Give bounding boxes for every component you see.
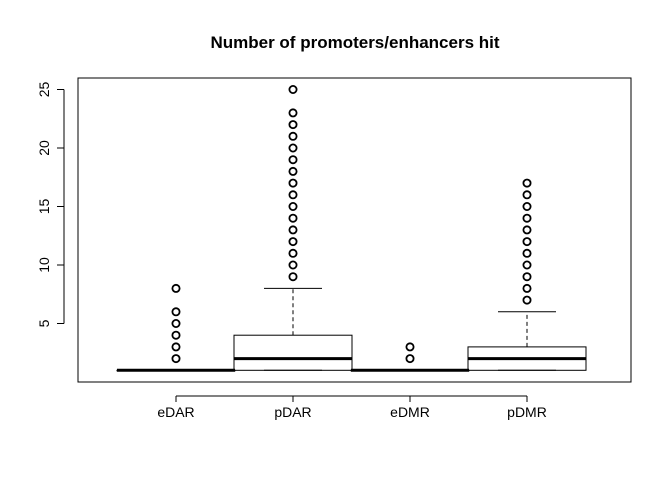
outlier-point-pDMR bbox=[522, 190, 532, 200]
y-tick-label-25: 25 bbox=[36, 82, 52, 98]
outlier-point-pDMR bbox=[522, 248, 532, 258]
x-tick-label-pDAR: pDAR bbox=[274, 404, 311, 420]
y-tick-label-20: 20 bbox=[36, 140, 52, 156]
y-tick-label-10: 10 bbox=[36, 257, 52, 273]
outlier-point-eDMR bbox=[405, 354, 415, 364]
outlier-point-pDMR bbox=[522, 295, 532, 305]
outlier-point-eDMR bbox=[405, 342, 415, 352]
chart-title: Number of promoters/enhancers hit bbox=[210, 33, 499, 52]
x-tick-label-pDMR: pDMR bbox=[507, 404, 547, 420]
outlier-point-pDAR bbox=[288, 272, 298, 282]
outlier-point-pDMR bbox=[522, 272, 532, 282]
outlier-point-pDAR bbox=[288, 131, 298, 141]
outlier-point-eDAR bbox=[171, 318, 181, 328]
outlier-point-pDMR bbox=[522, 201, 532, 211]
outlier-point-pDMR bbox=[522, 237, 532, 247]
outlier-point-eDAR bbox=[171, 342, 181, 352]
outlier-point-pDMR bbox=[522, 213, 532, 223]
y-tick-label-5: 5 bbox=[36, 319, 52, 327]
outlier-point-eDAR bbox=[171, 330, 181, 340]
outlier-point-eDAR bbox=[171, 283, 181, 293]
outlier-point-pDMR bbox=[522, 260, 532, 270]
outlier-point-pDAR bbox=[288, 237, 298, 247]
box-eDMR bbox=[350, 342, 470, 372]
box-pDAR bbox=[233, 85, 353, 371]
outlier-point-eDAR bbox=[171, 307, 181, 317]
outlier-point-pDAR bbox=[288, 248, 298, 258]
outlier-point-pDAR bbox=[288, 166, 298, 176]
y-axis: 5 10 15 20 25 bbox=[36, 82, 65, 327]
outlier-point-pDAR bbox=[288, 108, 298, 118]
x-tick-label-eDMR: eDMR bbox=[390, 404, 430, 420]
outlier-point-pDAR bbox=[288, 213, 298, 223]
outlier-point-pDAR bbox=[288, 155, 298, 165]
outlier-point-pDMR bbox=[522, 225, 532, 235]
box-pDMR bbox=[467, 178, 587, 371]
outlier-point-pDAR bbox=[288, 260, 298, 270]
outlier-point-pDMR bbox=[522, 178, 532, 188]
outlier-point-pDAR bbox=[288, 178, 298, 188]
outlier-point-pDAR bbox=[288, 120, 298, 130]
plot-frame bbox=[77, 77, 632, 383]
outlier-point-pDAR bbox=[288, 225, 298, 235]
y-tick-label-15: 15 bbox=[36, 199, 52, 215]
box-body-pDAR bbox=[233, 334, 353, 371]
box-eDAR bbox=[116, 283, 236, 372]
x-tick-label-eDAR: eDAR bbox=[157, 404, 194, 420]
outlier-point-pDAR bbox=[288, 201, 298, 211]
outlier-point-pDAR bbox=[288, 143, 298, 153]
x-axis: eDAR pDAR eDMR pDMR bbox=[157, 395, 547, 420]
outlier-point-pDMR bbox=[522, 283, 532, 293]
box-group bbox=[116, 85, 587, 372]
outlier-point-pDAR bbox=[288, 190, 298, 200]
outlier-point-eDAR bbox=[171, 354, 181, 364]
outlier-point-pDAR bbox=[288, 85, 298, 95]
